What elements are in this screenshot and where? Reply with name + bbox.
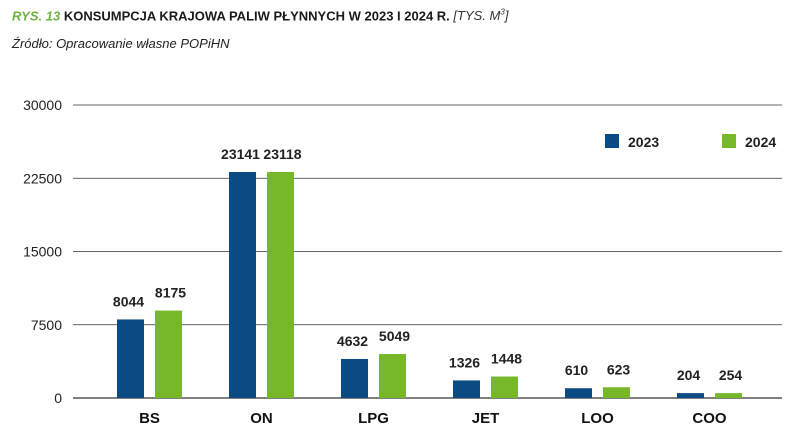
bar (379, 354, 406, 398)
bar (341, 358, 368, 398)
data-label: 610 (565, 362, 589, 378)
figure-label: RYS. 13 (12, 8, 61, 24)
x-tick-label: LPG (358, 410, 389, 427)
figure-unit-prefix: [TYS. M (453, 8, 501, 24)
figure-unit: [TYS. M3] (453, 8, 508, 23)
y-tick-label: 22500 (23, 170, 62, 186)
data-label: 23118 (263, 146, 301, 162)
figure-unit-sup: 3 (500, 8, 505, 17)
data-label: 4632 (337, 333, 368, 349)
x-tick-label: BS (139, 410, 160, 427)
bar (229, 171, 256, 398)
bar (677, 393, 704, 398)
bar (117, 319, 144, 398)
data-label: 8044 (113, 293, 144, 309)
y-tick-label: 0 (54, 390, 62, 406)
x-tick-label: LOO (581, 410, 614, 427)
bar (491, 376, 518, 398)
source-note: Źródło: Opracowanie własne POPiHN (12, 36, 230, 51)
data-label: 204 (677, 367, 701, 383)
figure-title: RYS. 13 KONSUMPCJA KRAJOWA PALIW PŁYNNYC… (12, 8, 508, 23)
figure-title-text: KONSUMPCJA KRAJOWA PALIW PŁYNNYCH W 2023… (63, 8, 450, 24)
figure-unit-suffix: ] (504, 8, 509, 24)
bar (603, 387, 630, 398)
data-label: 623 (607, 361, 631, 377)
x-tick-label: COO (692, 410, 727, 427)
data-label: 5049 (379, 328, 410, 344)
legend-swatch (722, 134, 736, 148)
bar (267, 171, 294, 398)
y-tick-label: 7500 (31, 317, 62, 333)
legend-swatch (605, 134, 619, 148)
bar (565, 388, 592, 398)
data-label: 23141 (221, 146, 260, 162)
bar (155, 310, 182, 398)
y-tick-label: 30000 (23, 97, 62, 113)
bar (453, 380, 480, 398)
x-tick-label: ON (250, 410, 273, 427)
data-label: 8175 (155, 285, 186, 301)
data-label: 254 (719, 367, 743, 383)
bar (715, 393, 742, 398)
y-tick-label: 15000 (23, 244, 62, 260)
data-label: 1326 (449, 354, 480, 370)
legend-label: 2024 (745, 134, 776, 150)
legend-label: 2023 (628, 134, 659, 150)
data-label: 1448 (491, 351, 522, 367)
x-tick-label: JET (472, 410, 500, 427)
